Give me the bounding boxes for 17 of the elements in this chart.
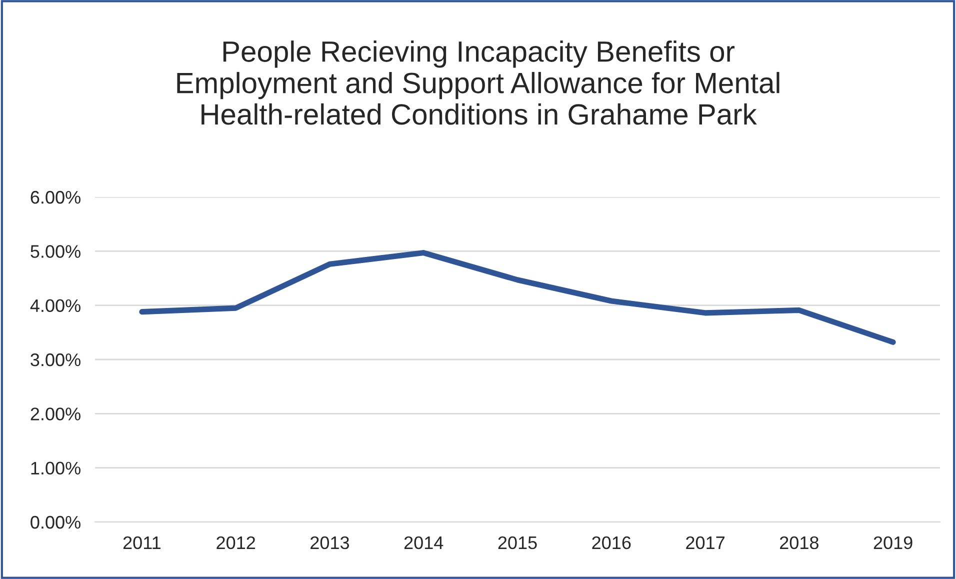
y-tick-label: 1.00% xyxy=(31,462,80,475)
x-tick-label: 2018 xyxy=(780,536,818,550)
y-tick-label: 3.00% xyxy=(30,353,80,366)
y-tick-label: 6.00% xyxy=(30,190,80,204)
y-tick-label: 2.00% xyxy=(30,408,80,420)
x-tick-label: 2013 xyxy=(310,536,350,550)
x-tick-label: 2017 xyxy=(686,536,724,550)
x-tick-label: 2016 xyxy=(592,536,631,550)
x-tick-label: 2012 xyxy=(216,536,256,550)
x-tick-label: 2011 xyxy=(123,536,160,550)
y-tick-label: 0.00% xyxy=(30,516,80,529)
chart-title: People Recieving Incapacity Benefits or Employment and Support Allowance for Mental Health-related Conditions in Grahame Park xyxy=(177,40,780,125)
x-tick-label: 2019 xyxy=(874,536,912,550)
y-tick-label: 4.00% xyxy=(30,299,80,312)
x-tick-label: 2014 xyxy=(404,536,444,550)
y-tick-label: 5.00% xyxy=(30,245,80,258)
x-tick-label: 2015 xyxy=(498,536,537,550)
